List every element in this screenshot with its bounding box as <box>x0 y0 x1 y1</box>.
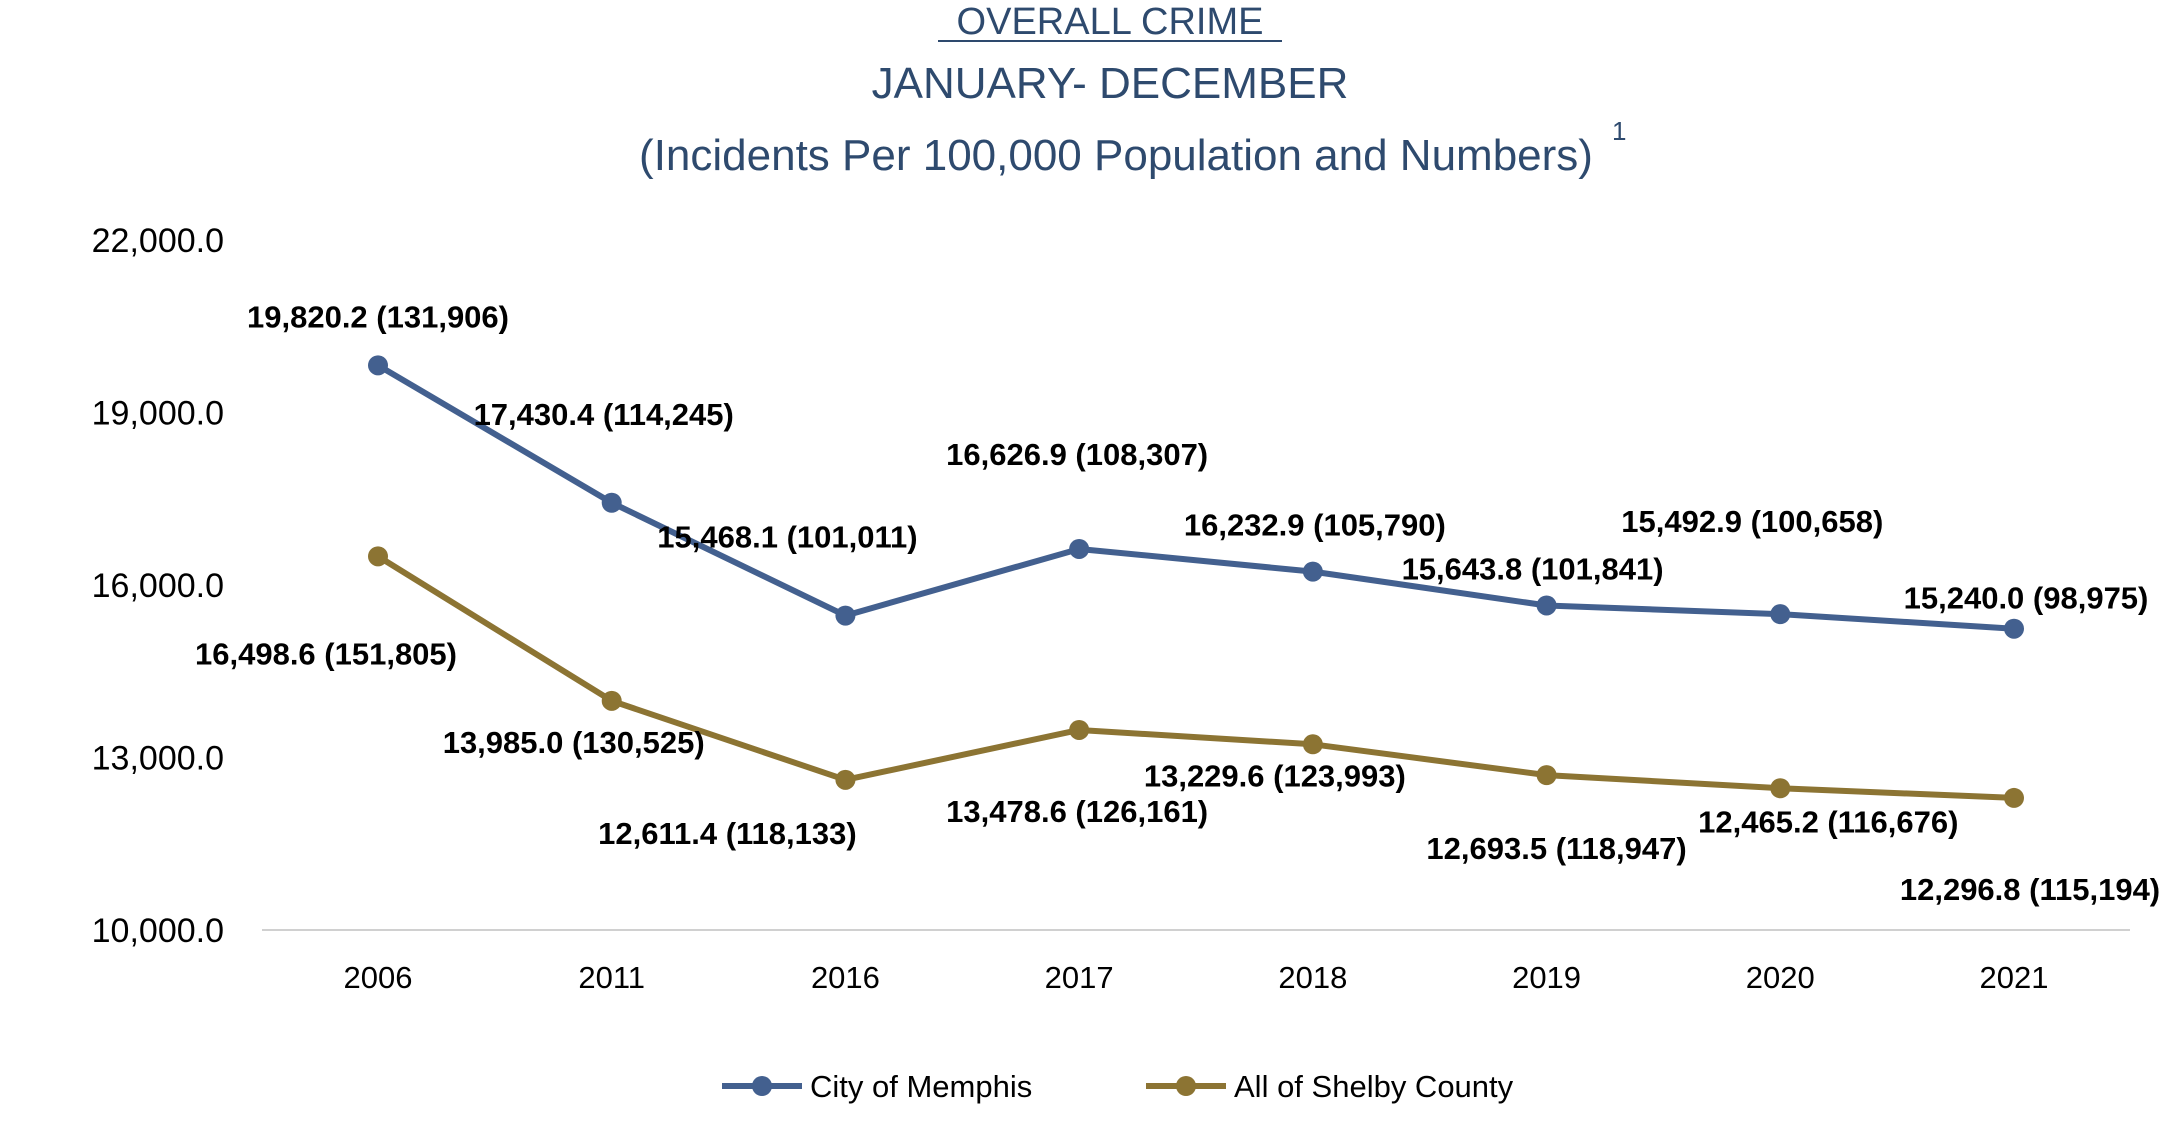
data-label: 17,430.4 (114,245) <box>474 397 734 432</box>
legend-label: City of Memphis <box>810 1069 1032 1104</box>
data-labels: 19,820.2 (131,906) 17,430.4 (114,245) 15,4… <box>195 299 2160 907</box>
y-tick-label: 10,000.0 <box>92 912 224 950</box>
data-point <box>1302 561 1323 582</box>
x-tick-label: 2021 <box>1980 960 2049 995</box>
legend-label: All of Shelby County <box>1234 1069 1514 1104</box>
data-label: 12,611.4 (118,133) <box>598 816 857 851</box>
x-tick-label: 2017 <box>1045 960 1114 995</box>
data-label: 15,492.9 (100,658) <box>1621 504 1883 539</box>
data-label: 16,232.9 (105,790) <box>1184 508 1446 543</box>
data-label: 13,478.6 (126,161) <box>946 794 1208 829</box>
legend-marker <box>752 1076 772 1096</box>
data-point <box>1069 538 1090 559</box>
data-point <box>601 492 622 513</box>
data-label: 15,240.0 (98,975) <box>1904 581 2149 616</box>
data-label: 16,498.6 (151,805) <box>195 636 457 671</box>
data-point <box>2004 618 2024 639</box>
chart-title: OVERALL CRIME <box>957 1 1264 43</box>
chart-subtitle-2: (Incidents Per 100,000 Population and Nu… <box>639 131 1593 180</box>
data-point <box>601 690 622 711</box>
x-tick-label: 2019 <box>1512 960 1581 995</box>
legend: City of Memphis All of Shelby County <box>722 1069 1514 1104</box>
data-point <box>368 355 388 376</box>
data-point <box>835 769 856 790</box>
data-label: 15,643.8 (101,841) <box>1402 551 1664 586</box>
data-label: 12,693.5 (118,947) <box>1426 831 1686 866</box>
y-tick-label: 16,000.0 <box>92 567 224 605</box>
axes: 10,000.0 13,000.0 16,000.0 19,000.0 22,000.0… <box>92 222 2130 995</box>
data-point <box>1770 604 1791 625</box>
chart-subtitle: JANUARY- DECEMBER <box>872 59 1349 108</box>
data-label: 13,229.6 (123,993) <box>1144 758 1406 793</box>
data-point <box>1069 719 1090 740</box>
x-tick-label: 2020 <box>1746 960 1815 995</box>
data-label: 12,296.8 (115,194) <box>1900 872 2160 907</box>
data-label: 12,465.2 (116,676) <box>1698 804 1958 839</box>
data-point <box>1536 765 1557 786</box>
y-tick-label: 13,000.0 <box>92 740 224 778</box>
data-point <box>1302 734 1323 755</box>
footnote-mark: 1 <box>1612 116 1626 146</box>
x-tick-label: 2006 <box>344 960 413 995</box>
x-tick-label: 2018 <box>1278 960 1347 995</box>
data-point <box>835 605 856 626</box>
chart-title-block: OVERALL CRIME JANUARY- DECEMBER (Inciden… <box>639 1 1626 180</box>
series-layer <box>368 355 2024 808</box>
series-line-all-of-shelby-county <box>375 553 2017 801</box>
series-line-city-of-memphis <box>375 362 2017 632</box>
x-tick-label: 2016 <box>811 960 880 995</box>
data-point <box>2004 787 2024 808</box>
data-label: 13,985.0 (130,525) <box>443 725 705 760</box>
data-label: 15,468.1 (101,011) <box>657 520 917 555</box>
data-point <box>1536 595 1557 616</box>
y-tick-label: 22,000.0 <box>92 222 224 260</box>
data-label: 19,820.2 (131,906) <box>247 299 509 334</box>
y-tick-label: 19,000.0 <box>92 395 224 433</box>
data-label: 16,626.9 (108,307) <box>946 437 1208 472</box>
data-point <box>368 546 388 567</box>
data-point <box>1770 778 1791 799</box>
legend-marker <box>1176 1076 1196 1096</box>
x-tick-label: 2011 <box>578 960 645 995</box>
